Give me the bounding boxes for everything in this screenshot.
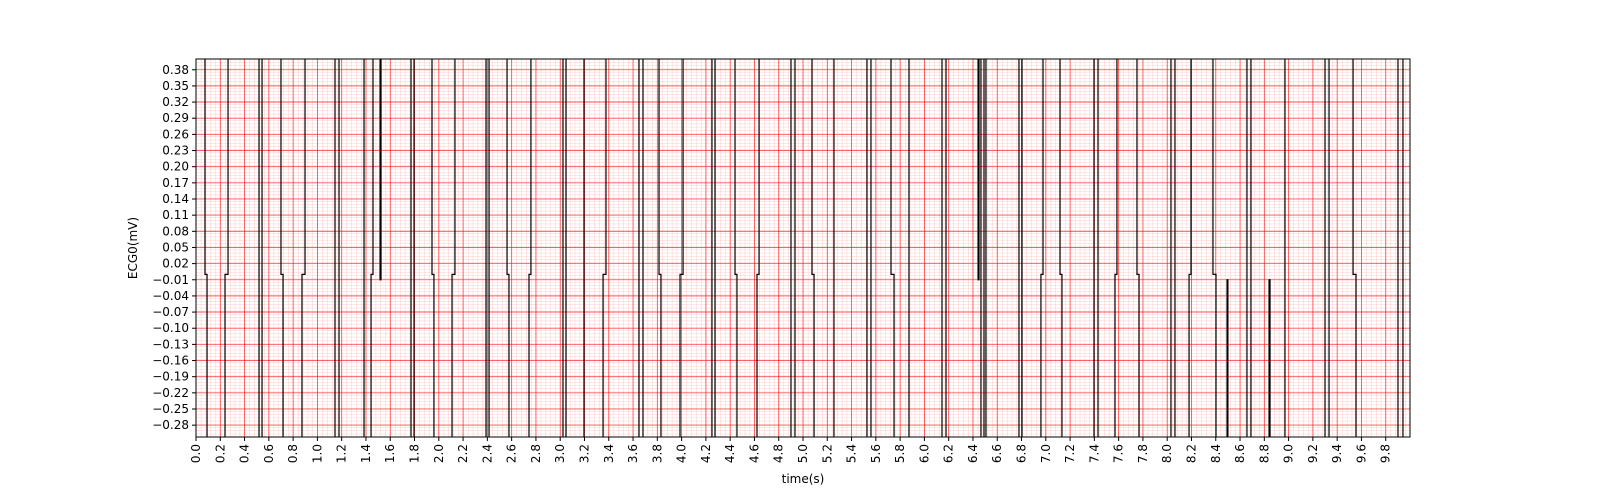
x-tick-label: 2.6 — [505, 444, 519, 463]
x-tick-label: 6.8 — [1015, 444, 1029, 463]
x-tick-label: 4.4 — [723, 444, 737, 463]
x-tick-label: 1.6 — [383, 444, 397, 463]
x-tick-label: 8.2 — [1184, 444, 1198, 463]
x-tick-label: 3.4 — [602, 444, 616, 463]
x-tick-label: 9.0 — [1282, 444, 1296, 463]
x-tick-label: 5.2 — [820, 444, 834, 463]
x-tick-label: 5.8 — [893, 444, 907, 463]
x-tick-label: 8.4 — [1209, 444, 1223, 463]
x-tick-label: 3.2 — [577, 444, 591, 463]
x-tick-label: 2.0 — [432, 444, 446, 463]
x-tick-label: 1.0 — [310, 444, 324, 463]
y-tick-label: −0.13 — [152, 337, 189, 351]
x-tick-label: 8.6 — [1233, 444, 1247, 463]
x-tick-label: 0.2 — [213, 444, 227, 463]
y-tick-label: −0.16 — [152, 354, 189, 368]
y-tick-label: 0.29 — [162, 111, 189, 125]
x-tick-label: 1.2 — [335, 444, 349, 463]
x-tick-label: 3.0 — [553, 444, 567, 463]
y-tick-label: 0.17 — [162, 176, 189, 190]
x-tick-label: 7.8 — [1136, 444, 1150, 463]
x-tick-label: 9.6 — [1354, 444, 1368, 463]
x-tick-label: 4.6 — [747, 444, 761, 463]
y-tick-label: −0.22 — [152, 386, 189, 400]
y-tick-label: 0.38 — [162, 63, 189, 77]
x-tick-label: 8.0 — [1160, 444, 1174, 463]
x-tick-label: 2.2 — [456, 444, 470, 463]
x-tick-label: 1.8 — [408, 444, 422, 463]
x-tick-label: 6.2 — [942, 444, 956, 463]
y-tick-label: 0.08 — [162, 224, 189, 238]
y-tick-label: −0.19 — [152, 370, 189, 384]
x-tick-label: 7.4 — [1087, 444, 1101, 463]
x-tick-label: 9.4 — [1330, 444, 1344, 463]
x-tick-label: 3.8 — [650, 444, 664, 463]
y-tick-label: 0.23 — [162, 144, 189, 158]
y-tick-label: −0.28 — [152, 418, 189, 432]
y-tick-label: −0.25 — [152, 402, 189, 416]
y-tick-label: −0.04 — [152, 289, 189, 303]
x-tick-label: 4.0 — [675, 444, 689, 463]
x-tick-label: 6.4 — [966, 444, 980, 463]
x-tick-label: 2.4 — [480, 444, 494, 463]
plot-area — [204, 59, 1404, 437]
y-tick-label: 0.20 — [162, 160, 189, 174]
y-tick-label: −0.01 — [152, 273, 189, 287]
y-tick-label: −0.07 — [152, 305, 189, 319]
ecg-line — [204, 59, 1404, 437]
x-tick-label: 0.0 — [189, 444, 203, 463]
x-tick-label: 7.2 — [1063, 444, 1077, 463]
x-tick-label: 6.6 — [990, 444, 1004, 463]
y-tick-label: 0.02 — [162, 257, 189, 271]
y-tick-label: 0.14 — [162, 192, 189, 206]
x-tick-label: 5.0 — [796, 444, 810, 463]
x-tick-label: 2.8 — [529, 444, 543, 463]
x-tick-label: 0.8 — [286, 444, 300, 463]
y-axis-label: ECG0(mV) — [126, 217, 140, 279]
y-tick-label: 0.11 — [162, 208, 189, 222]
y-tick-label: 0.35 — [162, 79, 189, 93]
axes: −0.28 −0.25 −0.22 −0.19 −0.16 −0.13 −0.10 −0.07… — [152, 63, 1393, 463]
x-tick-label: 0.4 — [238, 444, 252, 463]
y-tick-label: −0.10 — [152, 321, 189, 335]
x-tick-label: 3.6 — [626, 444, 640, 463]
x-tick-label: 1.4 — [359, 444, 373, 463]
y-tick-label: 0.32 — [162, 95, 189, 109]
x-tick-label: 7.0 — [1039, 444, 1053, 463]
x-tick-label: 6.0 — [917, 444, 931, 463]
y-tick-label: 0.26 — [162, 127, 189, 141]
x-tick-label: 5.6 — [869, 444, 883, 463]
x-axis-label: time(s) — [782, 472, 825, 486]
x-tick-label: 7.6 — [1112, 444, 1126, 463]
x-tick-label: 4.8 — [772, 444, 786, 463]
x-tick-label: 0.6 — [262, 444, 276, 463]
y-tick-label: 0.05 — [162, 240, 189, 254]
x-tick-label: 5.4 — [845, 444, 859, 463]
grid — [195, 59, 1410, 437]
x-tick-label: 8.8 — [1257, 444, 1271, 463]
x-tick-label: 9.2 — [1306, 444, 1320, 463]
x-tick-label: 4.2 — [699, 444, 713, 463]
x-tick-label: 9.8 — [1379, 444, 1393, 463]
